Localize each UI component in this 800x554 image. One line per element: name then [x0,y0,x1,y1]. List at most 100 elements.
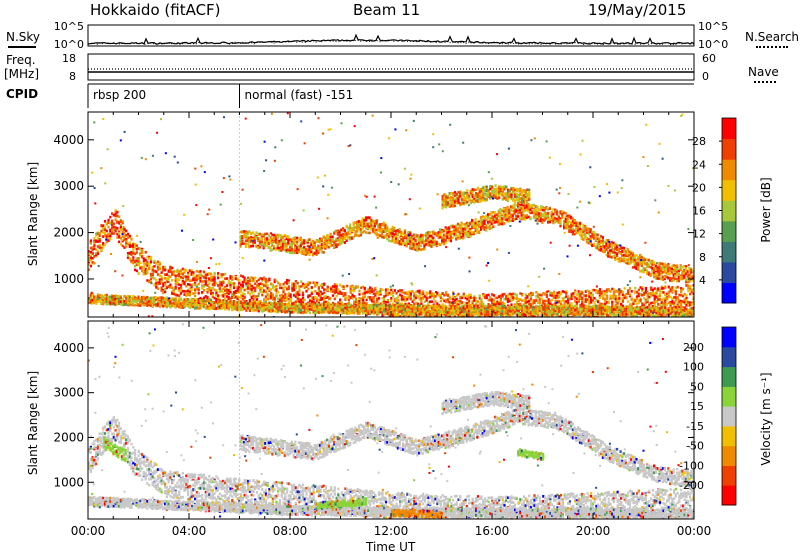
power-data-cell [162,299,165,303]
power-data-cell [240,287,243,290]
power-data-cell [572,315,575,317]
power-data-cell [634,291,637,295]
power-data-cell [296,304,299,308]
power-data-cell [505,294,508,298]
power-data-cell [369,296,372,299]
power-data-cell [533,299,536,303]
power-data-cell [335,290,338,294]
power-data-cell [607,314,610,317]
power-data-cell [294,280,297,283]
power-data-cell [411,305,414,309]
power-data-cell [632,302,635,305]
power-data-cell [165,286,168,290]
power-data-cell [132,299,135,303]
power-data-cell [641,293,644,297]
power-data-cell [176,278,179,281]
power-data-cell [323,301,326,305]
power-data-cell [286,303,289,306]
power-data-cell [579,297,582,300]
power-data-cell [176,268,179,272]
power-data-cell [515,300,518,304]
power-data-cell [438,294,441,297]
power-data-cell [678,300,681,304]
power-data-cell [491,301,494,304]
power-data-cell [284,310,287,313]
power-data-cell [190,273,193,276]
power-data-cell [450,305,453,308]
power-data-cell [685,284,688,287]
power-data-cell [270,282,273,286]
power-data-cell [167,298,170,301]
power-data-cell [390,305,393,308]
power-data-cell [243,301,246,305]
power-data-cell [377,292,381,295]
power-data-cell [413,305,416,309]
power-data-cell [107,239,110,242]
power-data-cell [690,290,693,294]
power-data-cell [317,299,320,302]
power-data-cell [123,303,126,306]
power-data-cell [222,304,225,308]
power-data-cell [323,307,326,310]
power-data-cell [339,283,342,287]
power-data-cell [324,295,327,298]
power-data-cell [457,303,460,306]
power-data-cell [524,313,527,316]
power-data-cell [681,294,685,298]
power-data-cell [171,279,174,282]
power-data-cell [339,298,342,302]
power-data-cell [270,292,273,295]
power-data-cell [156,304,160,307]
power-data-cell [358,289,361,293]
power-data-cell [224,287,227,291]
power-data-cell [598,292,601,295]
power-data-cell [128,245,131,248]
power-data-cell [183,269,186,272]
power-data-cell [671,286,674,289]
power-data-cell [188,269,191,272]
power-data-cell [270,310,273,313]
power-data-cell [144,251,147,254]
power-data-cell [510,295,513,298]
power-data-cell [395,297,398,300]
power-data-cell [496,300,499,304]
power-data-cell [312,296,315,299]
station-title: Hokkaido (fitACF) [90,1,221,19]
power-data-cell [208,272,211,275]
power-data-cell [468,293,471,297]
power-data-cell [261,290,264,294]
power-data-cell [141,251,144,255]
power-data-cell [199,300,202,304]
power-data-cell [213,283,216,287]
power-data-cell [542,292,545,295]
power-data-cell [459,302,462,305]
power-data-cell [231,302,234,305]
power-data-cell [565,300,568,303]
power-data-cell [102,224,105,228]
power-data-cell [263,306,266,309]
power-data-cell [637,288,640,292]
power-data-cell [257,303,260,306]
power-data-cell [312,281,315,284]
power-data-cell [102,298,105,302]
power-data-cell [344,308,347,312]
power-data-cell [586,298,589,302]
power-data-cell [363,311,366,315]
power-data-cell [257,306,260,309]
power-data-cell [289,307,292,311]
power-data-cell [455,312,458,316]
power-data-cell [160,298,163,301]
power-data-cell [218,290,221,294]
power-data-cell [498,300,501,304]
power-data-cell [331,307,335,310]
power-data-cell [457,313,460,316]
power-data-cell [337,303,340,306]
power-data-cell [648,295,651,299]
power-data-cell [349,308,352,311]
power-data-cell [515,293,518,297]
power-data-cell [653,303,656,307]
power-data-cell [416,310,419,313]
power-data-cell [287,301,290,304]
power-data-cell [404,302,407,306]
power-data-cell [377,310,381,314]
